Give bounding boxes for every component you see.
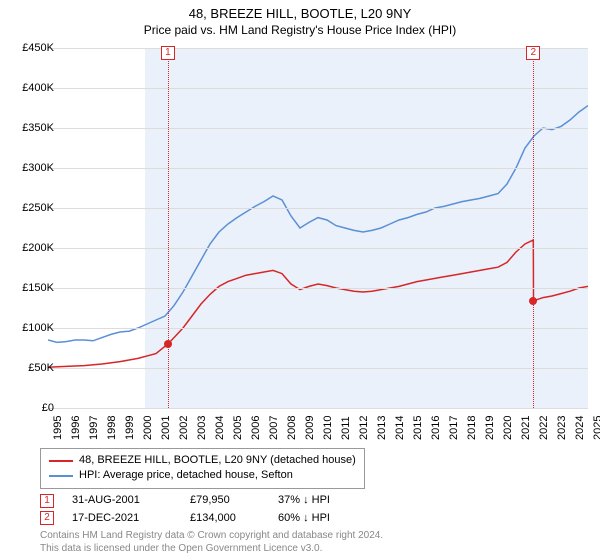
x-axis-label: 2011 [340, 416, 352, 440]
sale-marker-line [168, 48, 169, 408]
x-axis-label: 2005 [232, 416, 244, 440]
sale-row: 2 17-DEC-2021 £134,000 60% ↓ HPI [40, 510, 378, 528]
x-axis-label: 2023 [556, 416, 568, 440]
x-axis-label: 2024 [574, 416, 586, 440]
footer-line: This data is licensed under the Open Gov… [40, 543, 383, 556]
sale-price: £79,950 [190, 492, 260, 510]
legend-label: HPI: Average price, detached house, Seft… [79, 468, 293, 483]
x-axis-label: 2018 [466, 416, 478, 440]
sale-marker-line [533, 48, 534, 408]
x-axis-label: 2021 [520, 416, 532, 440]
x-axis-label: 2003 [196, 416, 208, 440]
gridline [48, 128, 588, 129]
sale-dot [529, 297, 537, 305]
x-axis-label: 2002 [178, 416, 190, 440]
sale-row: 1 31-AUG-2001 £79,950 37% ↓ HPI [40, 492, 378, 510]
y-axis-label: £0 [42, 402, 54, 414]
sale-price: £134,000 [190, 510, 260, 528]
series-hpi [48, 106, 588, 343]
gridline [48, 288, 588, 289]
x-axis-label: 1998 [106, 416, 118, 440]
gridline [48, 88, 588, 89]
sale-marker-box: 2 [526, 46, 540, 60]
legend-item: 48, BREEZE HILL, BOOTLE, L20 9NY (detach… [49, 453, 356, 468]
x-axis-label: 2015 [412, 416, 424, 440]
y-axis-label: £400K [22, 82, 54, 94]
x-axis-label: 2017 [448, 416, 460, 440]
chart-subtitle: Price paid vs. HM Land Registry's House … [0, 23, 600, 41]
x-axis-label: 2013 [376, 416, 388, 440]
x-axis-label: 2000 [142, 416, 154, 440]
x-axis-label: 1995 [52, 416, 64, 440]
x-axis-label: 2022 [538, 416, 550, 440]
gridline [48, 208, 588, 209]
sale-marker-box: 1 [161, 46, 175, 60]
y-axis-label: £50K [28, 362, 54, 374]
y-axis-label: £150K [22, 282, 54, 294]
x-axis-label: 2009 [304, 416, 316, 440]
x-axis-label: 2025 [592, 416, 600, 440]
attribution-footer: Contains HM Land Registry data © Crown c… [40, 530, 383, 555]
x-axis-label: 2020 [502, 416, 514, 440]
sale-dot [164, 340, 172, 348]
sale-date: 17-DEC-2021 [72, 510, 172, 528]
x-axis-label: 2016 [430, 416, 442, 440]
gridline [48, 368, 588, 369]
line-series-svg [48, 48, 588, 408]
x-axis-label: 2001 [160, 416, 172, 440]
x-axis-label: 2012 [358, 416, 370, 440]
chart-container: 48, BREEZE HILL, BOOTLE, L20 9NY Price p… [0, 0, 600, 560]
x-axis-label: 2010 [322, 416, 334, 440]
gridline [48, 48, 588, 49]
gridline [48, 248, 588, 249]
sale-date: 31-AUG-2001 [72, 492, 172, 510]
x-axis-label: 1999 [124, 416, 136, 440]
sale-marker: 1 [40, 494, 54, 508]
sale-hpi: 37% ↓ HPI [278, 492, 378, 510]
x-axis-label: 1997 [88, 416, 100, 440]
x-axis-label: 2014 [394, 416, 406, 440]
series-property [48, 240, 588, 367]
sale-marker: 2 [40, 511, 54, 525]
y-axis-label: £350K [22, 122, 54, 134]
sales-table: 1 31-AUG-2001 £79,950 37% ↓ HPI 2 17-DEC… [40, 492, 378, 527]
x-axis-label: 2008 [286, 416, 298, 440]
sale-hpi: 60% ↓ HPI [278, 510, 378, 528]
legend-item: HPI: Average price, detached house, Seft… [49, 468, 356, 483]
y-axis-label: £250K [22, 202, 54, 214]
plot-area: 12 [48, 48, 588, 408]
y-axis-label: £100K [22, 322, 54, 334]
legend: 48, BREEZE HILL, BOOTLE, L20 9NY (detach… [40, 448, 365, 489]
x-axis-label: 2006 [250, 416, 262, 440]
x-axis-label: 2019 [484, 416, 496, 440]
gridline [48, 168, 588, 169]
y-axis-label: £200K [22, 242, 54, 254]
x-axis-label: 2004 [214, 416, 226, 440]
y-axis-label: £300K [22, 162, 54, 174]
footer-line: Contains HM Land Registry data © Crown c… [40, 530, 383, 543]
legend-swatch [49, 460, 73, 462]
x-axis-label: 1996 [70, 416, 82, 440]
x-axis-label: 2007 [268, 416, 280, 440]
legend-label: 48, BREEZE HILL, BOOTLE, L20 9NY (detach… [79, 453, 356, 468]
chart-title: 48, BREEZE HILL, BOOTLE, L20 9NY [0, 0, 600, 23]
gridline [48, 408, 588, 409]
gridline [48, 328, 588, 329]
legend-swatch [49, 475, 73, 477]
y-axis-label: £450K [22, 42, 54, 54]
